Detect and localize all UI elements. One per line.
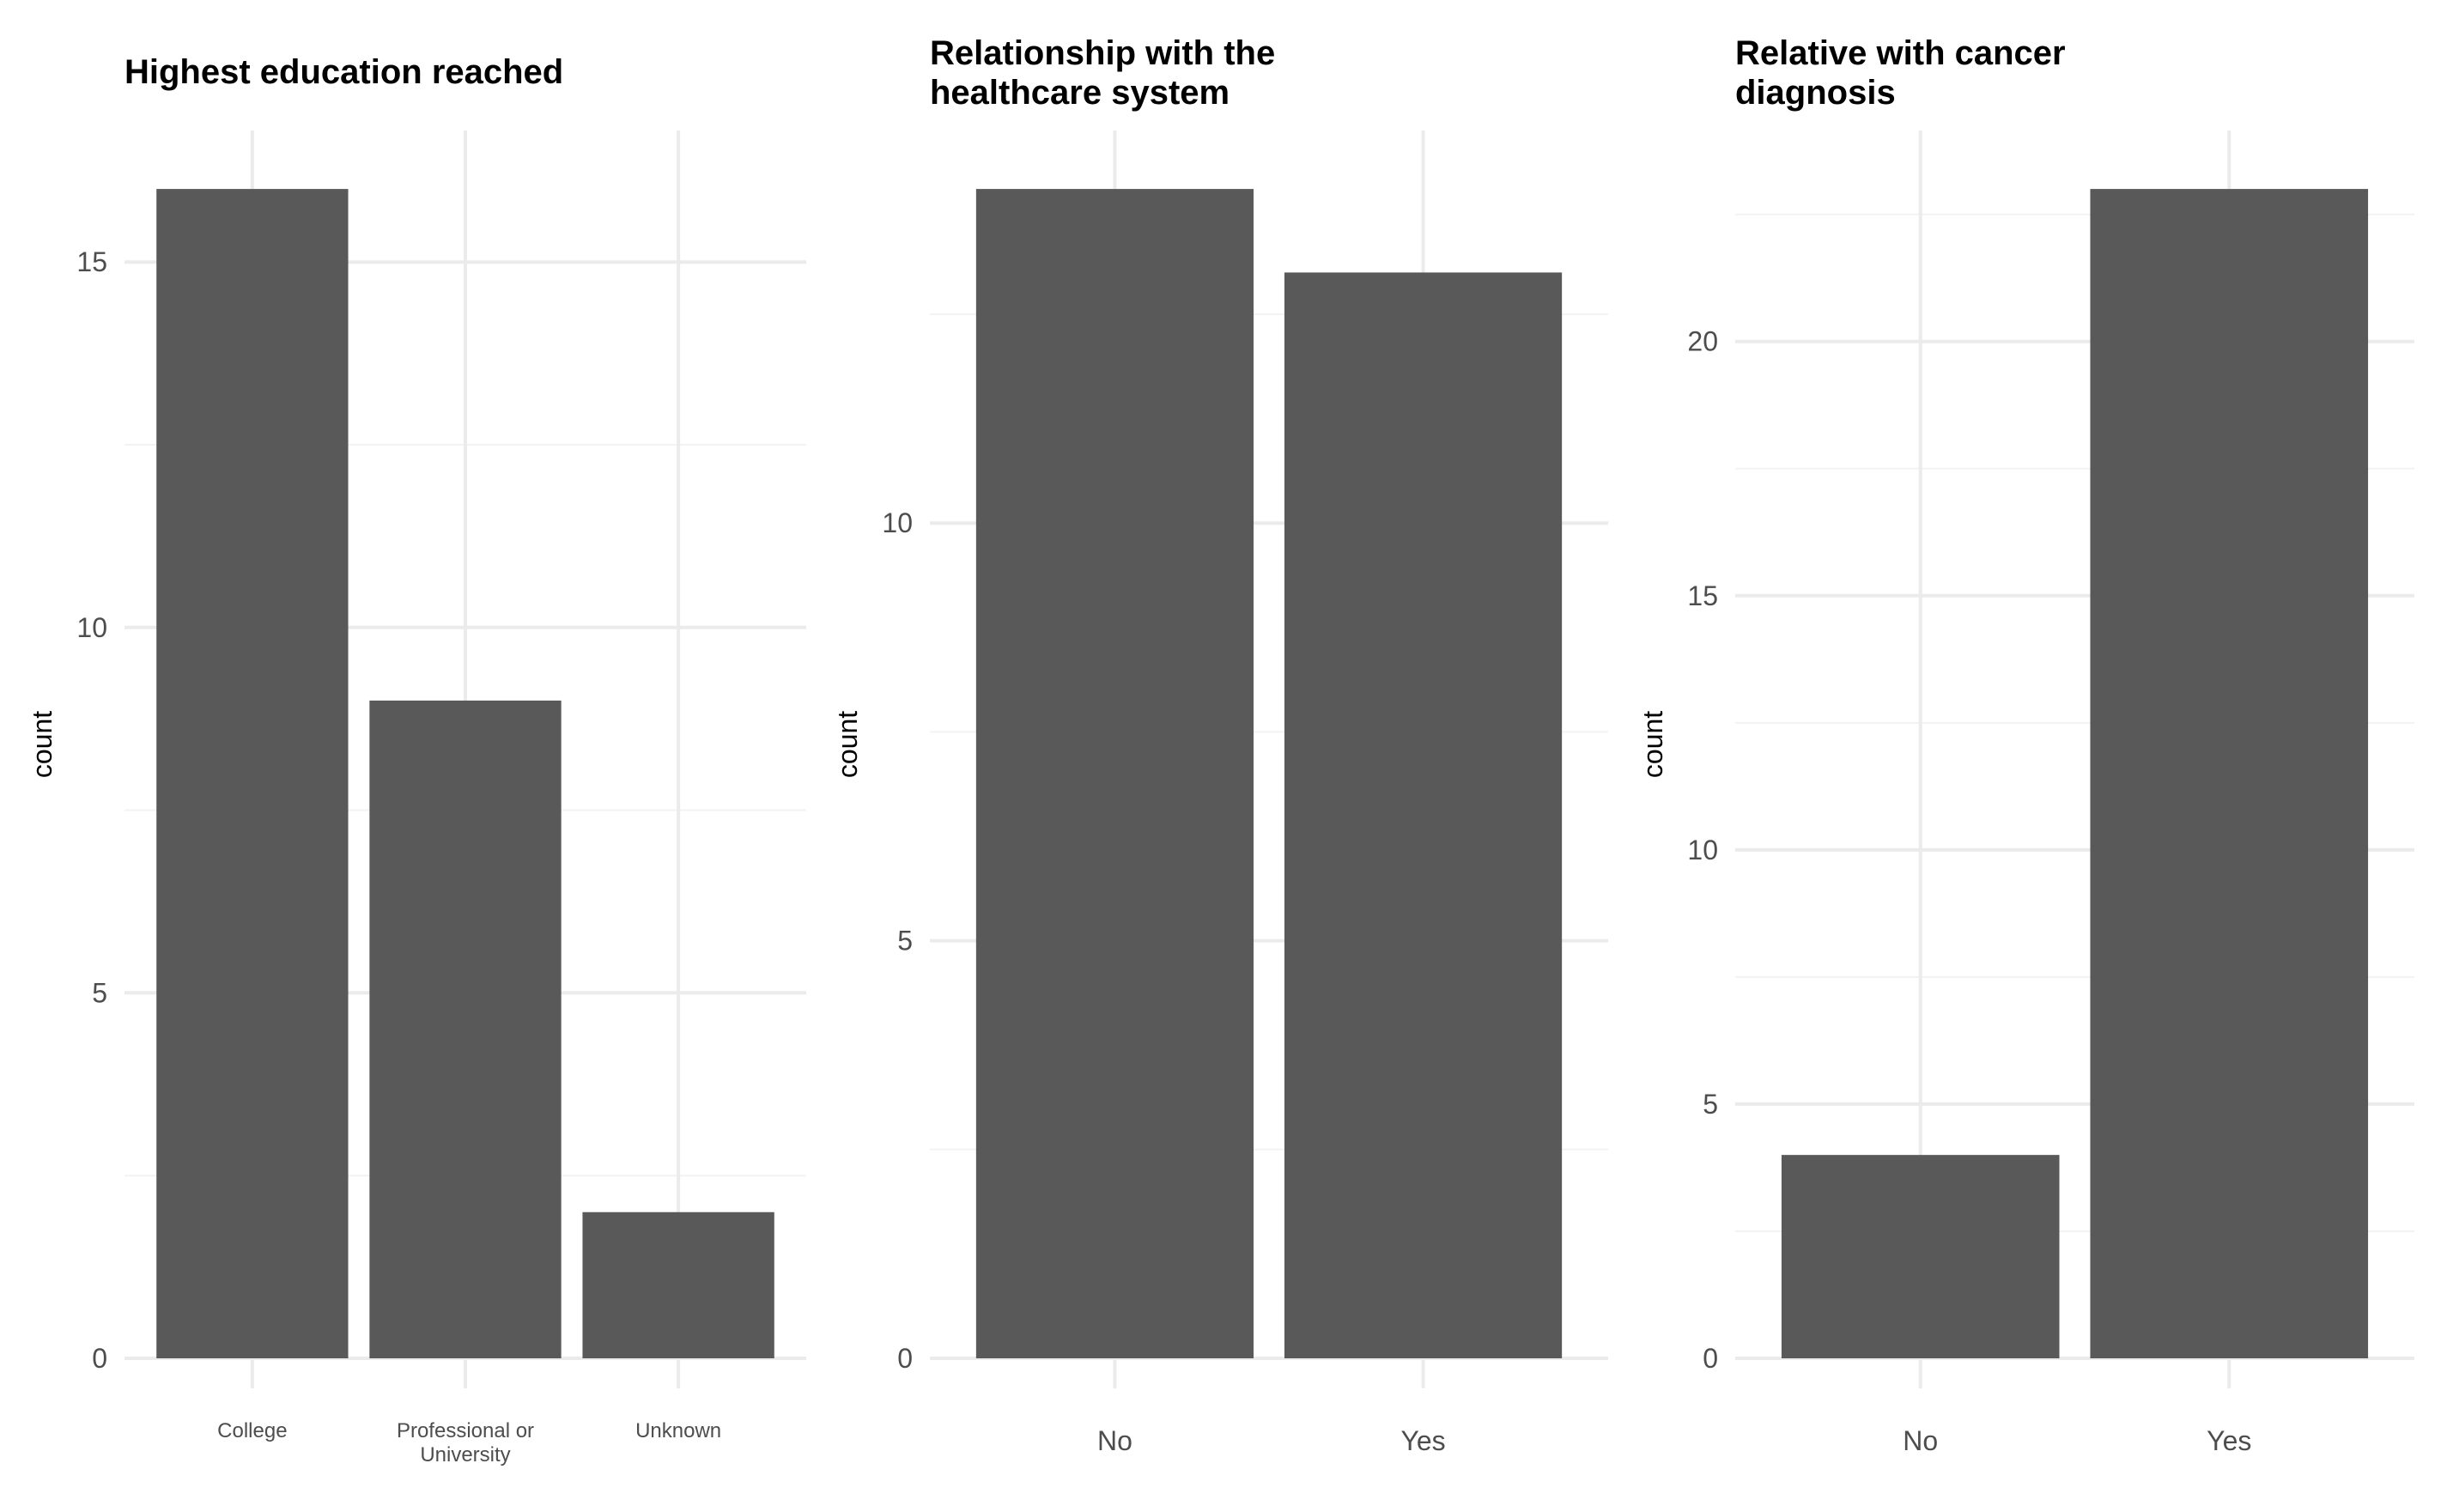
x-tick-label: Professional or University — [397, 1419, 534, 1466]
x-tick-label: Yes — [2207, 1425, 2251, 1456]
x-tick-label: No — [1097, 1425, 1132, 1456]
chart-panel-3: 0 5 10 15 20 No Yes count Relative with cancer di… — [1637, 34, 2414, 1456]
bar-yes — [1284, 272, 1563, 1358]
bar-professional-or-university — [369, 700, 562, 1358]
x-tick-label: No — [1903, 1425, 1938, 1456]
y-tick-label: 20 — [1687, 326, 1718, 357]
y-tick-label: 10 — [1687, 835, 1718, 865]
bar-no — [1781, 1155, 2060, 1358]
chart-title: Highest education reached — [124, 53, 563, 91]
y-tick-label: 15 — [76, 246, 107, 277]
y-axis-title: count — [832, 711, 863, 778]
y-tick-label: 5 — [92, 977, 107, 1008]
y-axis-title: count — [1637, 711, 1668, 778]
y-tick-label: 5 — [897, 926, 913, 956]
bar-yes — [2090, 189, 2369, 1359]
y-axis-title: count — [27, 711, 58, 778]
y-tick-label: 15 — [1687, 580, 1718, 611]
x-tick-label: College — [217, 1419, 287, 1442]
y-tick-label: 10 — [882, 507, 913, 538]
y-tick-label: 0 — [897, 1343, 913, 1374]
bar-unknown — [582, 1211, 774, 1358]
chart-title: Relative with cancer diagnosis — [1735, 34, 2066, 112]
y-tick-label: 5 — [1703, 1089, 1718, 1120]
x-tick-label: Unknown — [635, 1419, 721, 1442]
chart-title: Relationship with the healthcare system — [930, 34, 1275, 112]
bar-no — [975, 189, 1254, 1359]
chart-panel-2: 0 5 10 No Yes count Relationship with the healt… — [832, 34, 1608, 1456]
chart-panel-1: 0 5 10 15 College Professional or University Un… — [27, 53, 806, 1466]
x-tick-label: Yes — [1400, 1425, 1445, 1456]
y-tick-label: 0 — [1703, 1343, 1718, 1374]
y-tick-label: 10 — [76, 612, 107, 643]
y-tick-label: 0 — [92, 1343, 107, 1374]
bar-college — [156, 189, 349, 1359]
